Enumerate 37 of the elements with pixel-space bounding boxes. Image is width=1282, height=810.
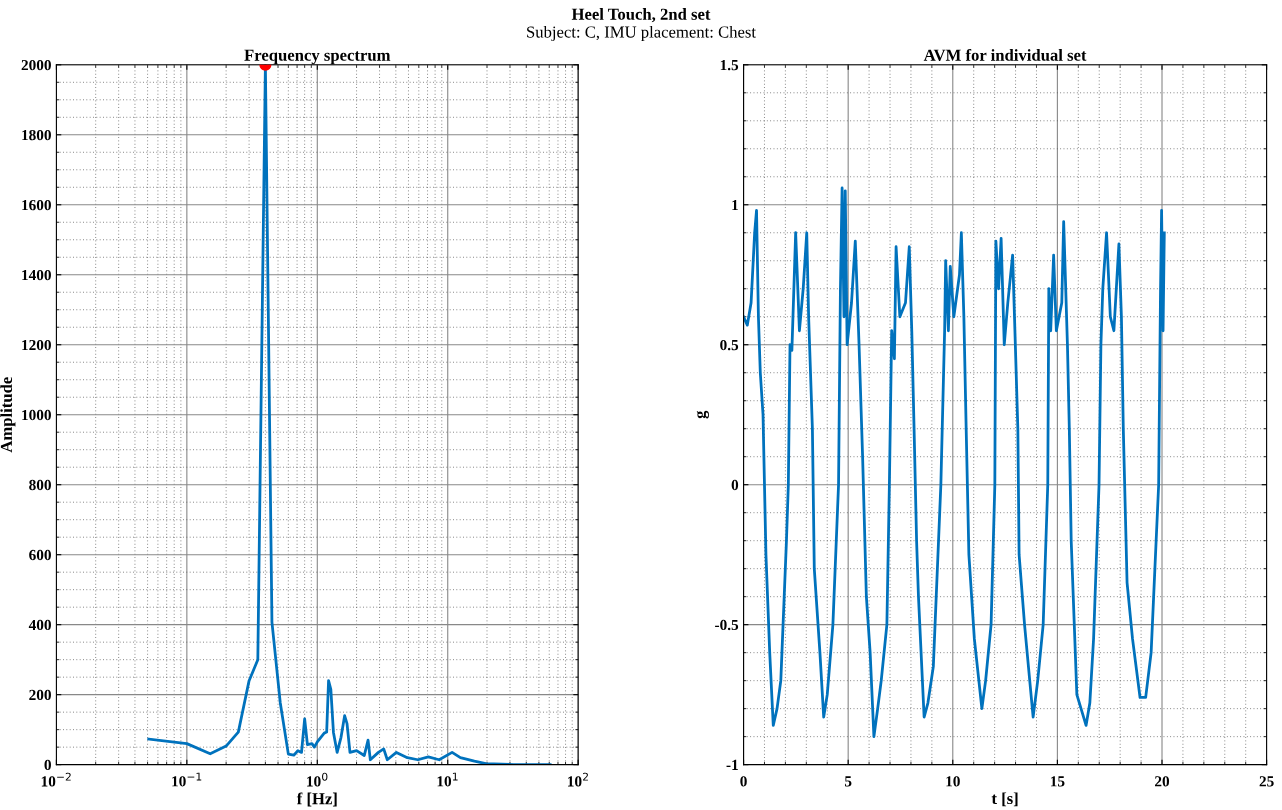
y-tick-label: 1200 — [22, 339, 51, 351]
y-tick-label: -0.5 — [715, 619, 739, 631]
chart-title: Frequency spectrum — [244, 49, 391, 65]
y-tick-label: 2000 — [21, 59, 51, 71]
line-series — [743, 186, 1166, 739]
y-tick-label: 1400 — [22, 269, 51, 281]
x-tick-label: 10$^{0}$ — [307, 772, 328, 787]
y-tick-label: -1 — [726, 759, 738, 770]
text: Subject: C, IMU placement: Chest — [527, 25, 756, 42]
y-tick-label: 0 — [731, 479, 739, 491]
y-axis-title: g — [696, 410, 709, 419]
y-tick-label: 0 — [44, 759, 51, 771]
x-tick-label: 10$^{−2}$ — [41, 772, 71, 787]
y-tick-label: 1600 — [22, 199, 51, 211]
x-axis-title: t [s] — [991, 792, 1018, 807]
x-tick-label: 0 — [740, 776, 747, 787]
y-tick-label: 1800 — [22, 129, 51, 141]
y-tick-label: 400 — [28, 619, 51, 631]
text: Heel Touch, 2nd set — [571, 8, 711, 23]
x-tick-label: 10$^{2}$ — [568, 772, 588, 787]
y-tick-label: 0.5 — [720, 339, 739, 351]
chart-title: AVM for individual set — [923, 48, 1087, 61]
y-tick-label: 1 — [732, 199, 738, 211]
y-tick-label: 1.5 — [720, 60, 739, 71]
x-tick-label: 10$^{1}$ — [437, 772, 458, 787]
y-tick-label: 800 — [29, 479, 51, 491]
x-tick-label: 10 — [946, 776, 960, 787]
y-tick-label: 200 — [29, 689, 51, 701]
x-tick-label: 20 — [1155, 776, 1170, 787]
x-tick-label: 10$^{−1}$ — [172, 772, 202, 787]
x-tick-label: 15 — [1050, 776, 1065, 787]
y-tick-label: 1000 — [22, 409, 51, 421]
x-axis-title: f [Hz] — [296, 792, 337, 807]
x-tick-label: 25 — [1259, 776, 1274, 787]
y-axis-title: Amplitude — [0, 377, 16, 453]
x-tick-label: 5 — [844, 776, 852, 787]
y-tick-label: 600 — [29, 549, 51, 561]
